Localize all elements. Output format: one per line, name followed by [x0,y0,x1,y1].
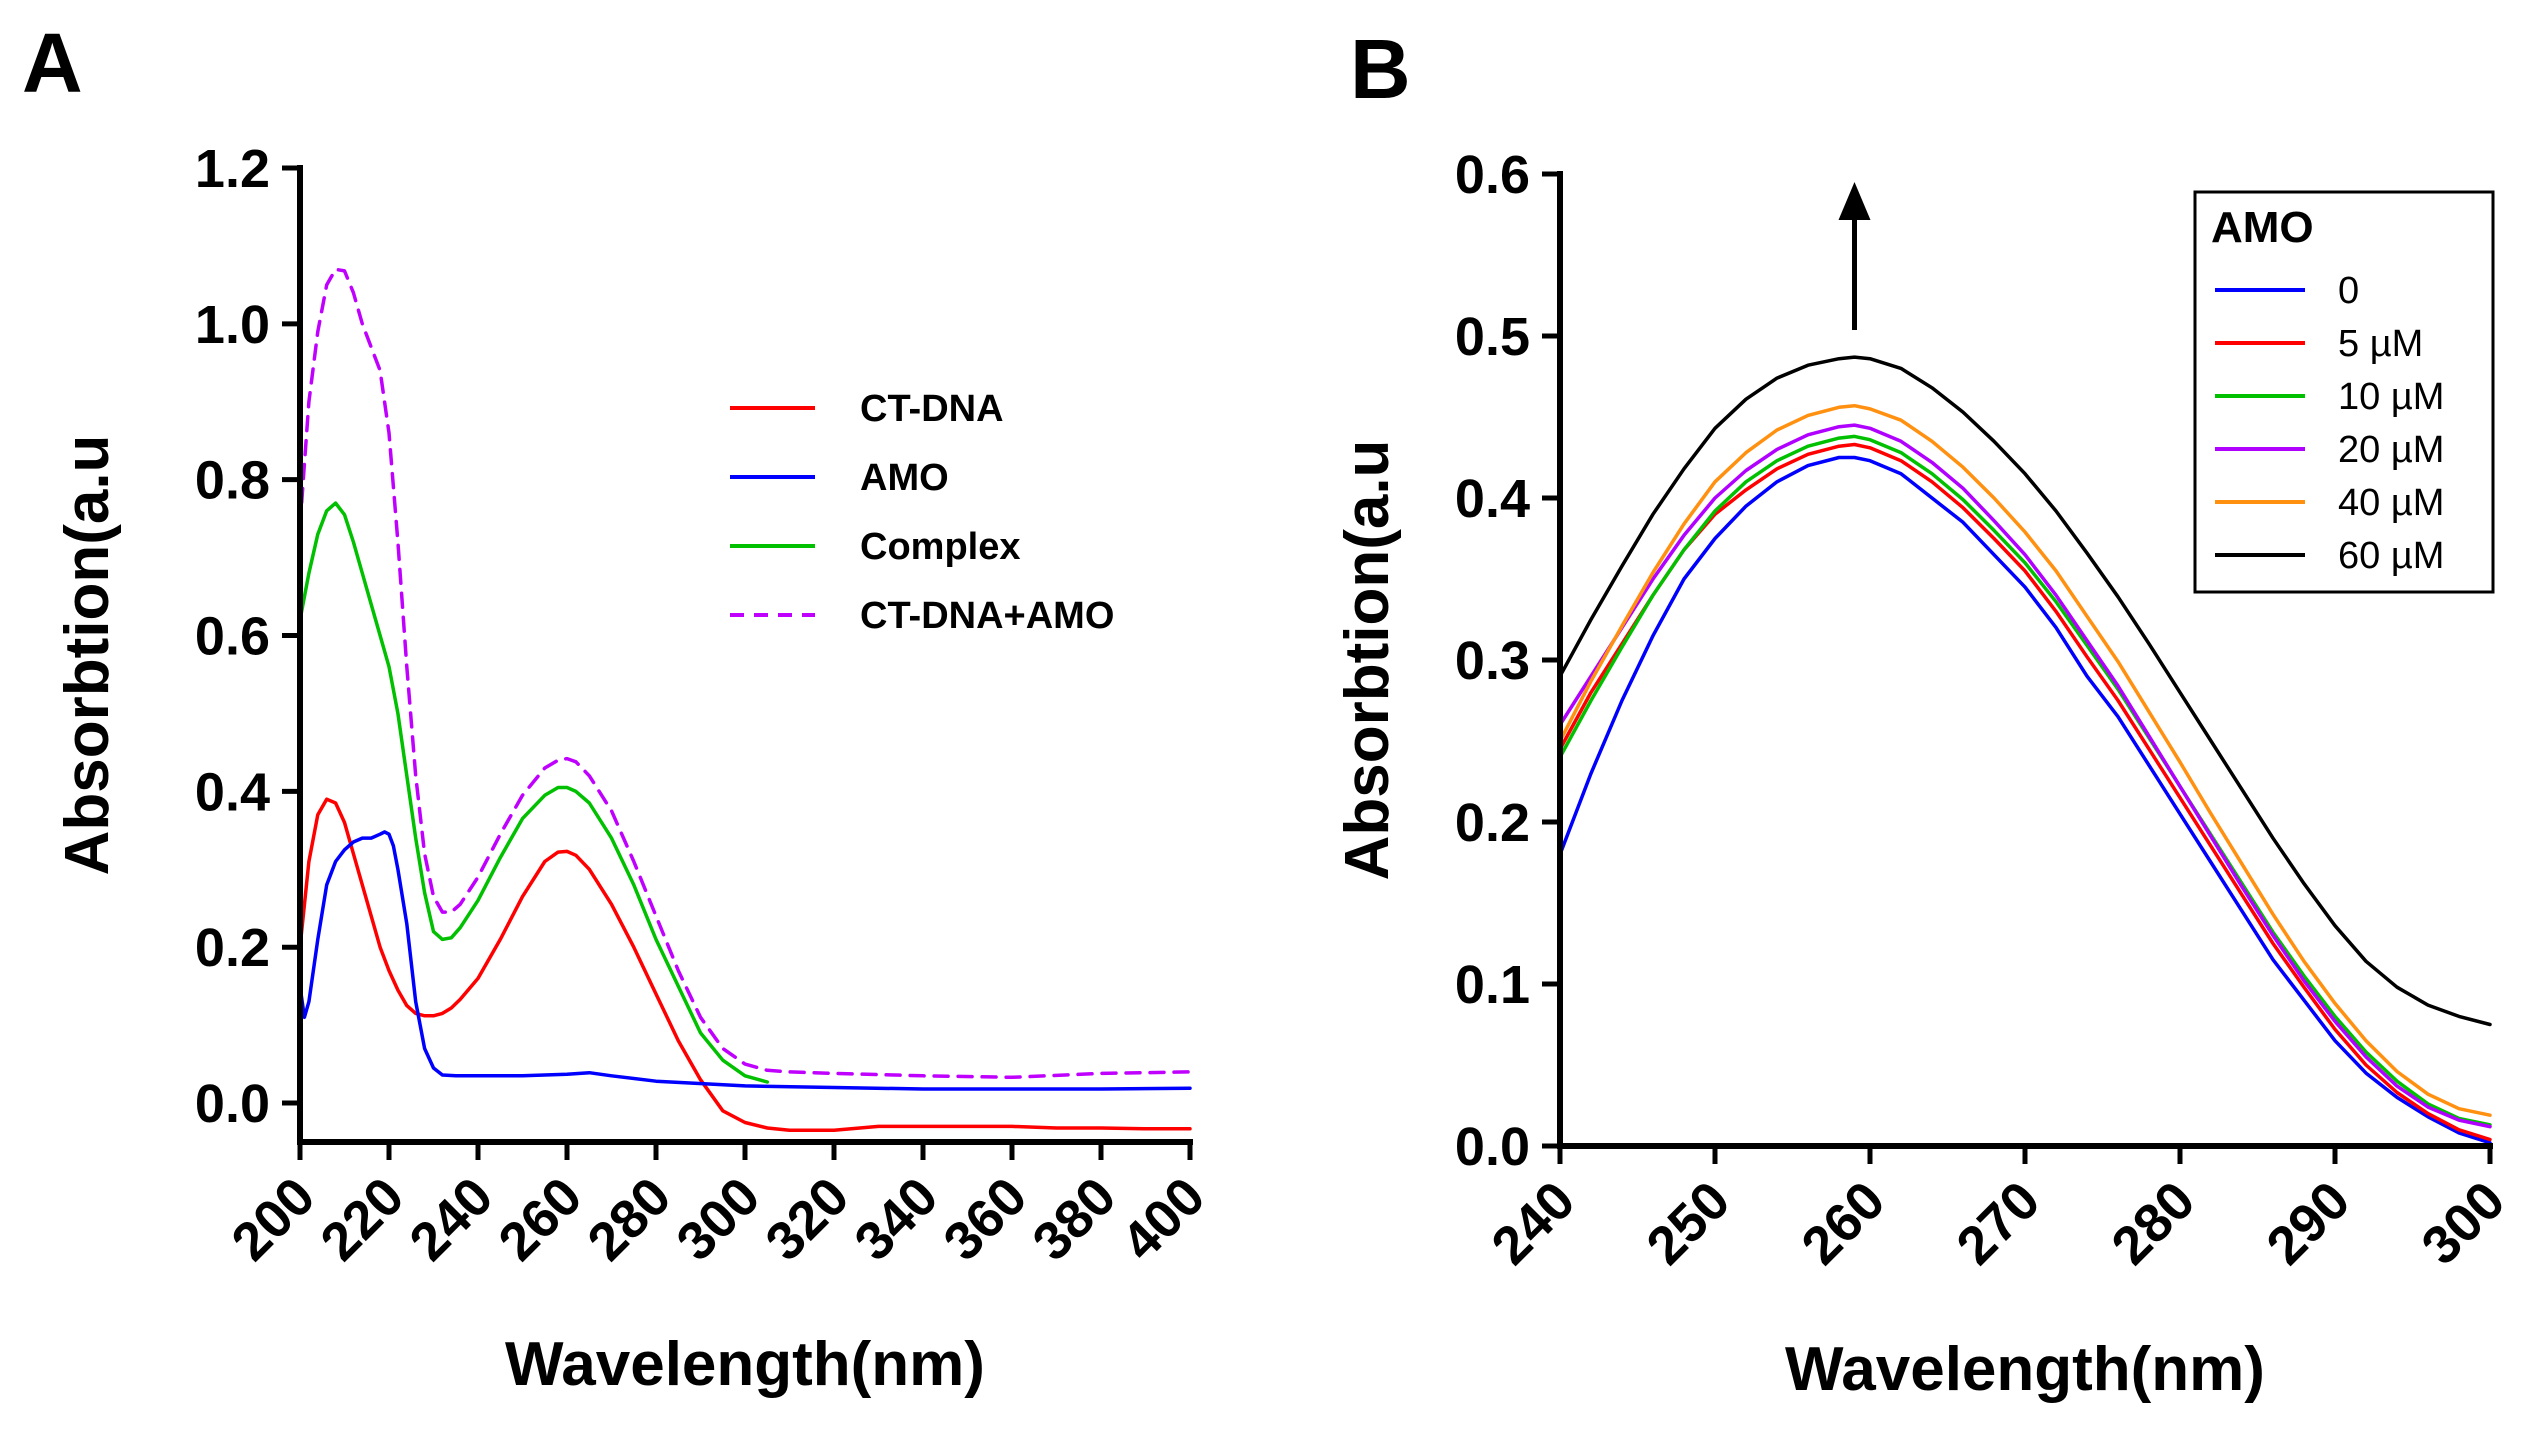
y-tick-label: 0.3 [1455,631,1530,691]
y-tick-label: 0.1 [1455,955,1530,1015]
y-tick-label: 0.6 [1455,145,1530,205]
x-tick-label: 260 [1790,1170,1896,1276]
legend-entry-label: 40 µM [2338,482,2444,524]
x-tick-label: 380 [1021,1166,1127,1272]
x-tick-label: 340 [843,1166,949,1272]
legend-entry-label: AMO [860,457,949,499]
series-line-4 [298,267,1192,1080]
legend-entry-label: 60 µM [2338,535,2444,577]
y-tick-label: 0.0 [1455,1117,1530,1177]
legend-box [2193,190,2495,594]
y-axis-title: Absorbtion(a.u [1333,440,1402,881]
legend-entry-label: CT-DNA+AMO [860,595,1114,637]
y-tick-label: 0.0 [195,1074,270,1134]
panel-letter-a: A [22,16,83,110]
y-tick-label: 0.6 [195,607,270,667]
series-line-1 [1558,455,2492,1145]
series-line-6 [1558,355,2492,1027]
legend-entry-label: 10 µM [2338,376,2444,418]
y-axis-title: Absorbtion(a.u [53,435,122,876]
series-group [1558,355,2492,1145]
series-line-4 [1558,423,2492,1129]
series-line-5 [1558,403,2492,1117]
x-tick-label: 220 [309,1166,415,1272]
y-tick-label: 1.2 [195,139,270,199]
y-tick-label: 0.5 [1455,307,1530,367]
y-tick-label: 0.4 [1455,469,1530,529]
x-axis-title: Wavelength(nm) [505,1330,985,1399]
x-tick-label: 250 [1635,1170,1741,1276]
series-line-3 [1558,434,2492,1127]
panel-letter-b: B [1350,22,1411,116]
y-tick-label: 0.8 [195,451,270,511]
series-line-2 [298,830,1192,1091]
x-tick-label: 400 [1110,1166,1216,1272]
x-axis-title: Wavelength(nm) [1785,1335,2265,1404]
legend: CT-DNA AMO Complex CT-DNA+AMO [730,388,1114,637]
legend-entry-label: Complex [860,526,1020,568]
x-tick-label: 290 [2255,1170,2361,1276]
legend-entry-label: 0 [2338,270,2359,312]
x-tick-label: 240 [1480,1170,1586,1276]
series-line-3 [298,501,770,1084]
legend-entry-label: CT-DNA [860,388,1004,430]
panel-b: B 0.0 0.1 0.2 0.3 0.4 0.5 0.6 240 250 260 270 280 290… [1333,22,2516,1404]
x-tick-label: 320 [754,1166,860,1272]
y-tick-label: 0.2 [195,918,270,978]
x-tick-label: 280 [576,1166,682,1272]
y-tick-label: 0.2 [1455,793,1530,853]
legend-entry-label: 5 µM [2338,323,2423,365]
y-tick-label: 1.0 [195,295,270,355]
x-tick-label: 270 [1945,1170,2051,1276]
x-tick-label: 200 [220,1166,326,1272]
x-tick-label: 300 [665,1166,771,1272]
increase-arrow-head [1838,182,1871,220]
x-tick-label: 240 [398,1166,504,1272]
series-line-1 [298,797,1192,1133]
series-line-2 [1558,442,2492,1142]
legend-title: AMO [2211,203,2314,252]
y-tick-label: 0.4 [195,762,270,822]
legend-entry-label: 20 µM [2338,429,2444,471]
legend: AMO 0 5 µM 10 µM 20 µM 40 µM 60 µM [2193,190,2495,594]
panel-a: A 0.0 0.2 0.4 0.6 0.8 1.0 1.2 200220240260280300… [22,16,1216,1399]
x-tick-label: 300 [2410,1170,2516,1276]
series-group [298,267,1192,1133]
x-tick-label: 260 [487,1166,593,1272]
x-tick-label: 280 [2100,1170,2206,1276]
x-tick-label: 360 [932,1166,1038,1272]
